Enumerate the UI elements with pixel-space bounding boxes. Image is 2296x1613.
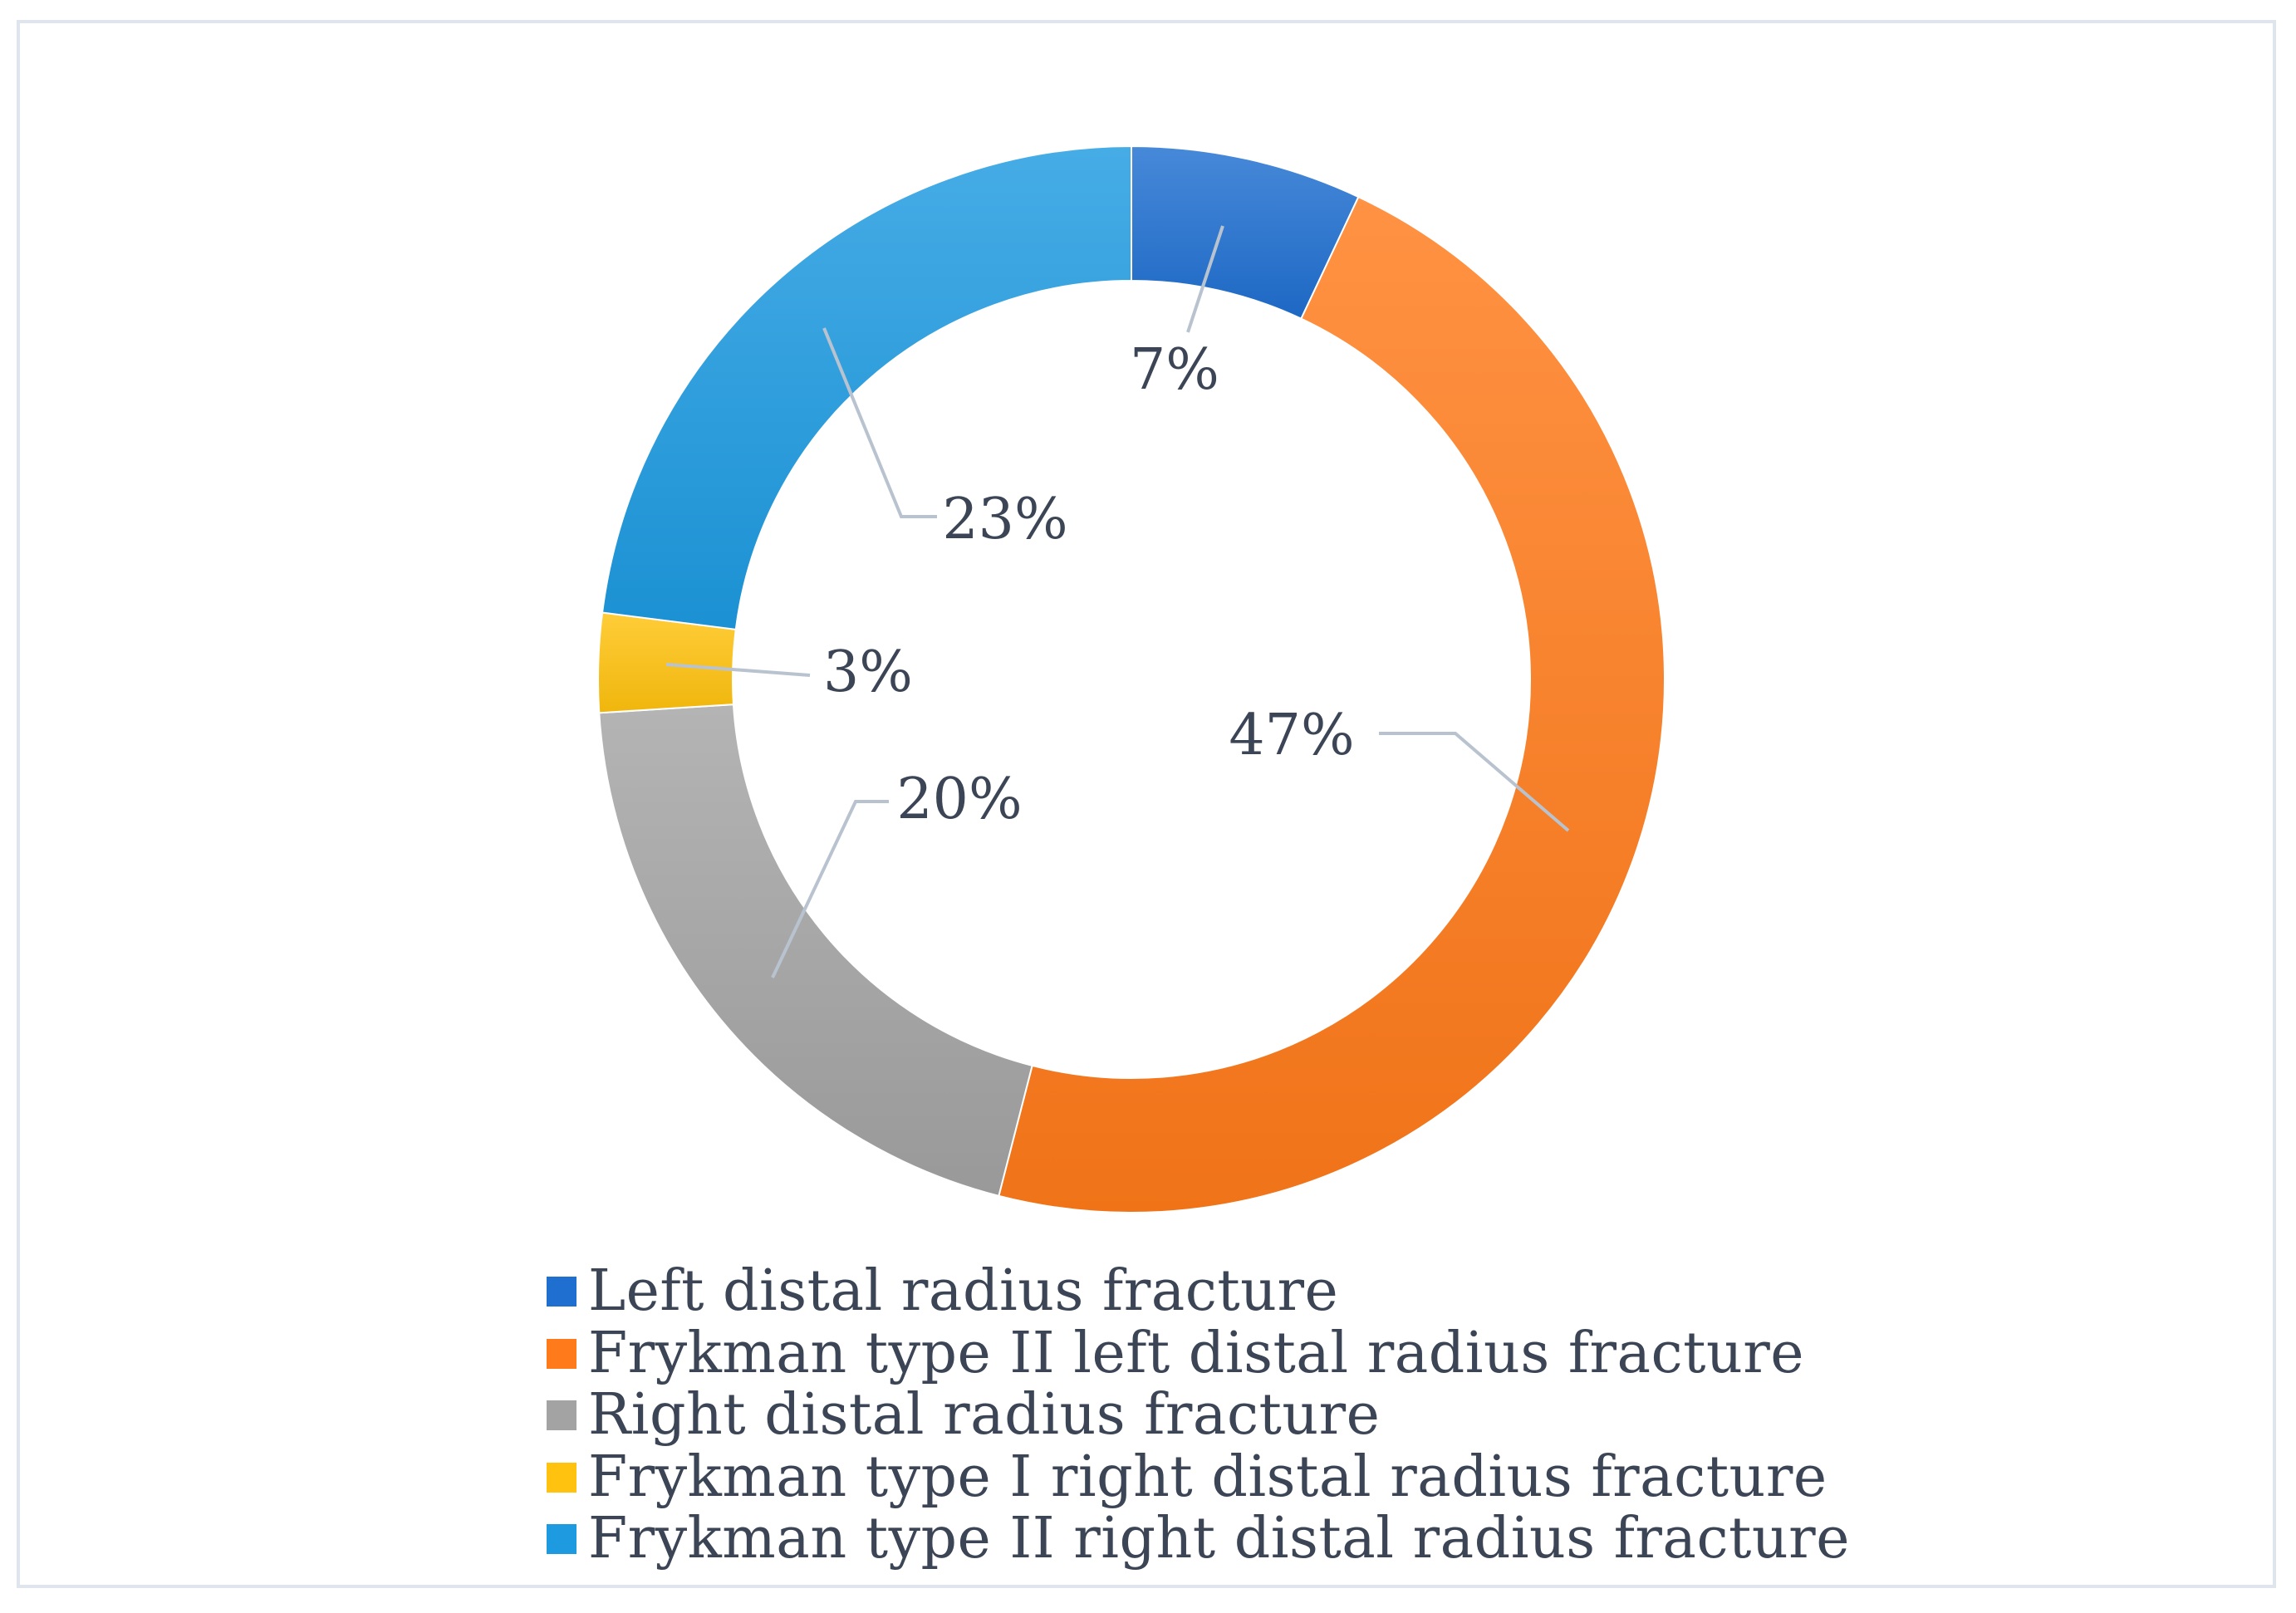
legend-item: Frykman type I right distal radius fract… <box>547 1447 1850 1509</box>
leader-line <box>665 663 811 677</box>
legend-swatch <box>547 1277 576 1307</box>
legend-swatch <box>547 1462 576 1493</box>
legend-swatch <box>547 1524 576 1555</box>
legend-item: Frykman type II left distal radius fract… <box>547 1323 1850 1385</box>
data-label: 3% <box>823 640 913 705</box>
data-label: 7% <box>1130 337 1219 403</box>
leader-line <box>771 800 889 978</box>
leader-line <box>1186 225 1224 333</box>
donut-slice <box>601 145 1132 630</box>
legend-label: Frykman type I right distal radius fract… <box>588 1444 1827 1510</box>
legend-item: Frykman type II right distal radius frac… <box>547 1508 1850 1571</box>
leader-line <box>1379 732 1570 832</box>
donut-slice <box>998 195 1666 1213</box>
legend-label: Frykman type II left distal radius fract… <box>588 1320 1805 1386</box>
donut-slice <box>598 704 1033 1198</box>
legend-item: Right distal radius fracture <box>547 1385 1850 1447</box>
legend-swatch <box>547 1338 576 1369</box>
data-label: 20% <box>896 767 1022 832</box>
legend-swatch <box>547 1400 576 1431</box>
legend-label: Left distal radius fracture <box>588 1258 1339 1325</box>
data-label: 23% <box>942 487 1067 552</box>
legend-item: Left distal radius fracture <box>547 1261 1850 1323</box>
legend-label: Right distal radius fracture <box>588 1382 1381 1449</box>
leader-line <box>822 327 937 518</box>
legend: Left distal radius fracture Frykman type… <box>547 1261 1850 1571</box>
data-label: 47% <box>1229 703 1354 768</box>
legend-label: Frykman type II right distal radius frac… <box>588 1506 1850 1572</box>
